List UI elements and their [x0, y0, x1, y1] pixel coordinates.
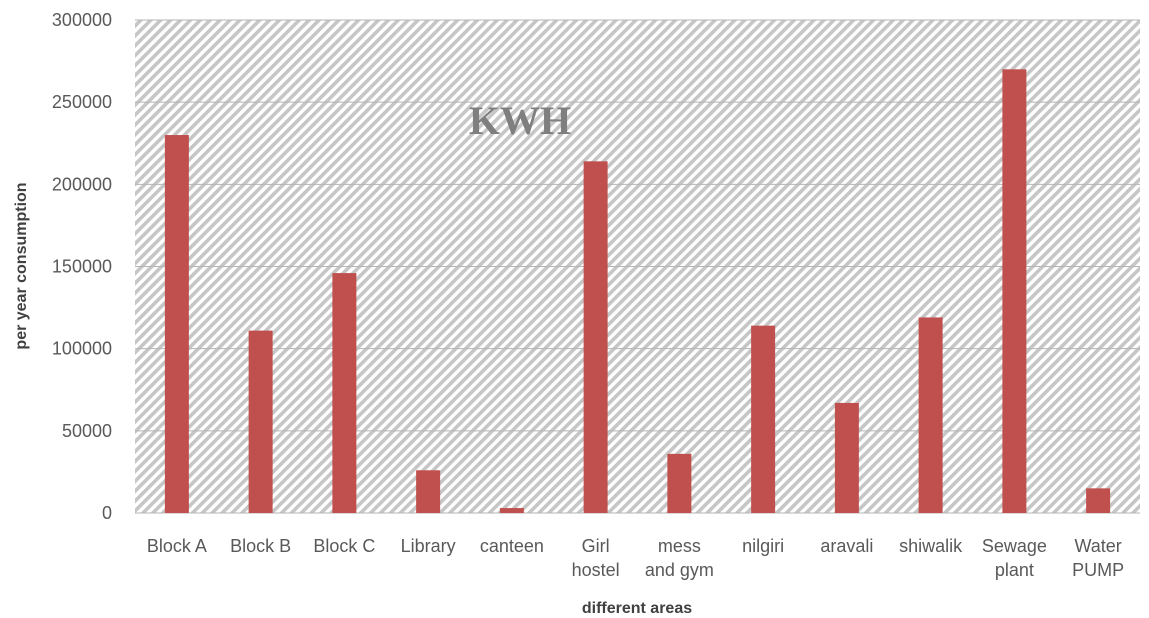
x-axis-ticks: Block A Block B Block C Library canteen Girl h… [147, 536, 1124, 580]
x-tick-label: Girl [582, 536, 610, 556]
x-tick-label: plant [995, 560, 1034, 580]
x-tick-label: Block B [230, 536, 291, 556]
y-tick-label: 250000 [52, 92, 112, 112]
x-tick-label: Water [1074, 536, 1121, 556]
x-tick-label: PUMP [1072, 560, 1124, 580]
x-tick-label: and gym [645, 560, 714, 580]
y-tick-label: 150000 [52, 257, 112, 277]
y-tick-label: 50000 [62, 421, 112, 441]
y-tick-label: 100000 [52, 339, 112, 359]
bar [583, 161, 608, 513]
y-tick-label: 300000 [52, 10, 112, 30]
x-tick-label: canteen [480, 536, 544, 556]
x-tick-label: shiwalik [899, 536, 963, 556]
bar [667, 453, 692, 513]
x-tick-label: Block C [313, 536, 375, 556]
bar [751, 325, 776, 513]
chart-title: KWH [469, 98, 571, 143]
x-tick-label: Block A [147, 536, 207, 556]
bar [164, 135, 189, 514]
y-axis-ticks: 0 50000 100000 150000 200000 250000 300000 [52, 10, 112, 523]
bar [416, 470, 441, 513]
x-tick-label: hostel [572, 560, 620, 580]
x-tick-label: Library [401, 536, 456, 556]
x-tick-label: nilgiri [742, 536, 784, 556]
x-tick-label: mess [658, 536, 701, 556]
bar [1086, 488, 1111, 513]
y-tick-label: 200000 [52, 174, 112, 194]
y-tick-label: 0 [102, 503, 112, 523]
bar [918, 317, 943, 513]
x-tick-label: aravali [820, 536, 873, 556]
bar [499, 508, 524, 513]
x-axis-title: different areas [582, 600, 692, 617]
bar [1002, 69, 1027, 514]
bar [248, 330, 273, 513]
bar [834, 402, 859, 513]
x-tick-label: Sewage [982, 536, 1047, 556]
bars [164, 69, 1111, 514]
bar [332, 273, 357, 513]
gridlines [135, 19, 1140, 514]
y-axis-title: per year consumption [13, 182, 30, 349]
